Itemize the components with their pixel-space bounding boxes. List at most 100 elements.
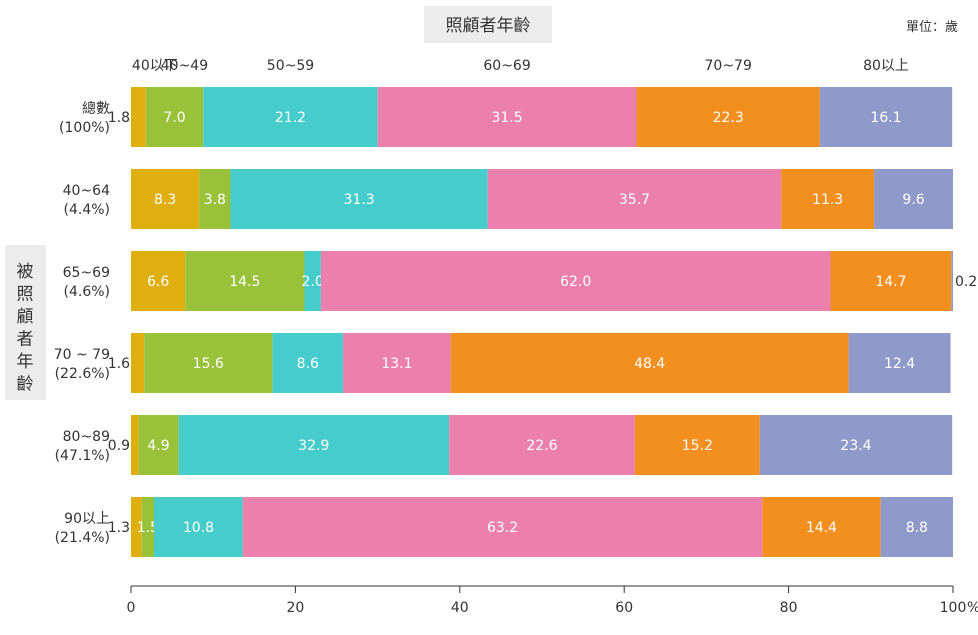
data-label: 9.6 (902, 192, 924, 208)
bar-segment (185, 251, 305, 311)
legend-label-3: 60~69 (483, 58, 530, 74)
bar-row: 1.6 15.6 8.6 13.1 48.4 12.4 (108, 333, 951, 393)
data-label: 14.4 (806, 520, 837, 536)
data-label: 0.2 (955, 274, 977, 290)
category-share: (4.6%) (64, 284, 111, 300)
bar-segment (304, 251, 321, 311)
category-share: (22.6%) (55, 366, 110, 382)
data-label: 48.4 (634, 356, 665, 372)
data-label: 1.3 (108, 520, 130, 536)
x-tick-label: 100 (940, 600, 967, 616)
bar-row: 8.3 3.8 31.3 35.7 11.3 9.6 (131, 169, 953, 229)
bar-segment (634, 415, 760, 475)
bar-segment (830, 251, 952, 311)
data-label: 4.9 (147, 438, 169, 454)
data-label: 1.5 (137, 520, 159, 536)
x-tick-label: 0 (127, 600, 136, 616)
data-label: 10.8 (183, 520, 214, 536)
data-label: 62.0 (560, 274, 591, 290)
bar-segment (848, 333, 951, 393)
data-label: 32.9 (298, 438, 329, 454)
bar-segment (178, 415, 450, 475)
bar-segment (320, 251, 831, 311)
bar-row: 6.6 14.5 2.0 62.0 14.7 0.2 (131, 251, 977, 311)
legend-label-5: 80以上 (863, 58, 909, 74)
data-label: 8.8 (906, 520, 928, 536)
bar-segment (874, 169, 953, 229)
data-label: 63.2 (487, 520, 518, 536)
data-label: 22.6 (526, 438, 557, 454)
category-label: 90以上 (64, 511, 110, 527)
legend-label-2: 50~59 (267, 58, 314, 74)
bar-segment (636, 87, 820, 147)
bar-segment (131, 497, 142, 557)
data-label: 6.6 (147, 274, 169, 290)
data-label: 14.7 (875, 274, 906, 290)
bar-segment (131, 169, 200, 229)
category-label: 65~69 (63, 265, 110, 281)
data-label: 15.6 (193, 356, 224, 372)
chart-title: 照顧者年齡 (446, 16, 531, 36)
data-label: 22.3 (713, 110, 744, 126)
bar-segment (819, 87, 953, 147)
bar-segment (145, 87, 204, 147)
y-axis-title-group: 被照顧者年齡 (5, 245, 46, 400)
data-label: 1.8 (108, 110, 130, 126)
data-label: 2.0 (302, 274, 324, 290)
data-label: 1.6 (108, 356, 130, 372)
x-tick-label: 60 (615, 600, 633, 616)
category-share: (100%) (59, 120, 110, 136)
data-label: 0.9 (108, 438, 130, 454)
unit-note: 單位：歲 (906, 20, 958, 35)
bar-segment (141, 497, 155, 557)
legend-label-0: 40以下 (132, 58, 178, 74)
bar-segment (343, 333, 451, 393)
data-label: 21.2 (275, 110, 306, 126)
category-share: (21.4%) (55, 530, 110, 546)
x-axis: 0 20 40 60 80 100% (127, 585, 978, 616)
bar-segment (880, 497, 953, 557)
bar-segment (450, 333, 849, 393)
bar-segment (131, 87, 146, 147)
category-label: 80~89 (63, 429, 110, 445)
data-label: 11.3 (812, 192, 843, 208)
x-tick-label: 80 (780, 600, 798, 616)
legend-label-4: 70~79 (705, 58, 752, 74)
bar-segment (759, 415, 953, 475)
data-label: 16.1 (870, 110, 901, 126)
y-axis-title: 被照顧者年齡 (17, 262, 34, 395)
x-tick-label: 40 (451, 600, 469, 616)
category-share: (4.4%) (64, 202, 111, 218)
category-labels: 總數 (100%) 40~64 (4.4%) 65~69 (4.6%) 70 ~ 79 (22… (54, 100, 110, 546)
data-label: 15.2 (682, 438, 713, 454)
bar-segment (951, 251, 953, 311)
data-label: 14.5 (229, 274, 260, 290)
bar-segment (199, 169, 231, 229)
bar-row: 1.8 7.0 21.2 31.5 22.3 16.1 (108, 87, 953, 147)
bar-segment (131, 415, 139, 475)
chart-title-background (424, 6, 552, 43)
data-label: 31.3 (344, 192, 375, 208)
data-label: 13.1 (381, 356, 412, 372)
x-tick-label: 20 (286, 600, 304, 616)
bar-segment (203, 87, 378, 147)
data-label: 35.7 (619, 192, 650, 208)
bar-segment (377, 87, 637, 147)
data-label: 3.8 (204, 192, 226, 208)
bar-segment (131, 333, 145, 393)
category-label: 40~64 (63, 183, 110, 199)
chart-title-group: 照顧者年齡 (424, 6, 552, 43)
bar-segment (138, 415, 179, 475)
bar-segment (230, 169, 488, 229)
bar-row: 1.3 1.5 10.8 63.2 14.4 8.8 (108, 497, 953, 557)
y-axis-title-background (5, 245, 46, 400)
bar-segment (154, 497, 243, 557)
bar-segment (131, 251, 186, 311)
bar-segment (487, 169, 782, 229)
category-share: (47.1%) (55, 448, 110, 464)
data-label: 23.4 (840, 438, 871, 454)
bars: 1.8 7.0 21.2 31.5 22.3 16.1 8.3 3.8 31.3 35.7 11.3… (108, 87, 977, 557)
category-label: 70 ~ 79 (54, 347, 110, 363)
